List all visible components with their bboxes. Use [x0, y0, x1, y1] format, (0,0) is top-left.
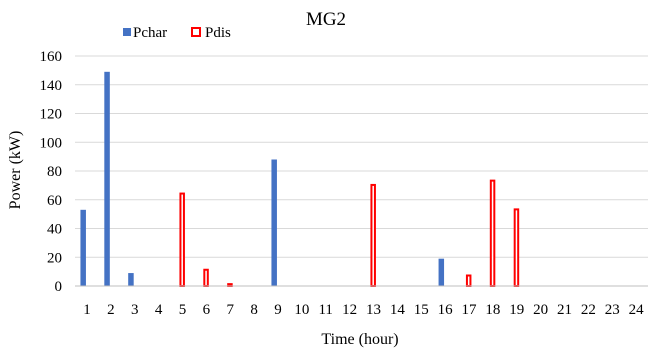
x-tick-label: 10	[294, 302, 309, 318]
x-tick-label: 7	[226, 302, 234, 318]
bar-pchar	[438, 258, 445, 286]
legend-pdis-swatch	[191, 27, 201, 37]
x-tick-label: 18	[485, 302, 500, 318]
y-tick-label: 160	[40, 49, 63, 65]
x-tick-label: 5	[179, 302, 187, 318]
bars	[80, 71, 520, 287]
x-tick-label: 12	[342, 302, 357, 318]
x-tick-label: 4	[155, 302, 163, 318]
bar-pchar	[104, 71, 110, 286]
x-tick-label: 8	[250, 302, 258, 318]
x-axis-ticks: 1 2 3 4 5 6 7 8 9 10 11 12 13 14 15 16 17 18 19 20 21 22 23 24	[83, 302, 644, 318]
x-tick-label: 22	[581, 302, 596, 318]
bar-pdis	[370, 183, 376, 287]
chart-title: MG2	[306, 9, 346, 30]
bar-pchar	[128, 273, 134, 286]
gridlines	[75, 55, 648, 258]
legend-pdis-label: Pdis	[205, 25, 231, 41]
y-axis-ticks: 0 20 40 60 80 100 120 140 160	[40, 49, 63, 295]
legend-pchar-label: Pchar	[133, 25, 167, 41]
x-tick-label: 3	[131, 302, 139, 318]
legend-pchar-swatch	[123, 28, 131, 36]
x-tick-label: 1	[83, 302, 91, 318]
bar-pdis	[179, 192, 185, 287]
y-tick-label: 140	[40, 78, 63, 94]
y-tick-label: 60	[47, 193, 62, 209]
bar-pdis	[513, 208, 520, 287]
x-tick-label: 24	[629, 302, 645, 318]
x-tick-label: 11	[318, 302, 332, 318]
bar-pdis	[489, 179, 496, 287]
x-tick-label: 15	[414, 302, 429, 318]
y-tick-label: 80	[47, 164, 62, 180]
x-tick-label: 6	[203, 302, 211, 318]
x-tick-label: 2	[107, 302, 115, 318]
legend: Pchar Pdis	[123, 25, 231, 41]
x-tick-label: 20	[533, 302, 548, 318]
x-tick-label: 16	[438, 302, 454, 318]
x-tick-label: 9	[274, 302, 282, 318]
x-axis-label: Time (hour)	[321, 331, 398, 348]
y-tick-label: 100	[40, 135, 63, 151]
y-tick-label: 20	[47, 250, 62, 266]
x-tick-label: 21	[557, 302, 572, 318]
y-tick-label: 120	[40, 107, 63, 123]
x-tick-label: 23	[605, 302, 620, 318]
x-tick-label: 13	[366, 302, 381, 318]
y-tick-label: 0	[55, 279, 63, 295]
x-tick-label: 14	[390, 302, 406, 318]
bar-pdis	[203, 268, 209, 287]
bar-pdis	[465, 274, 472, 287]
x-tick-label: 19	[509, 302, 524, 318]
bar-pchar	[80, 209, 86, 286]
bar-pchar	[271, 159, 277, 286]
x-tick-label: 17	[461, 302, 477, 318]
y-tick-label: 40	[47, 222, 62, 238]
y-axis-label: Power (kW)	[7, 131, 24, 210]
